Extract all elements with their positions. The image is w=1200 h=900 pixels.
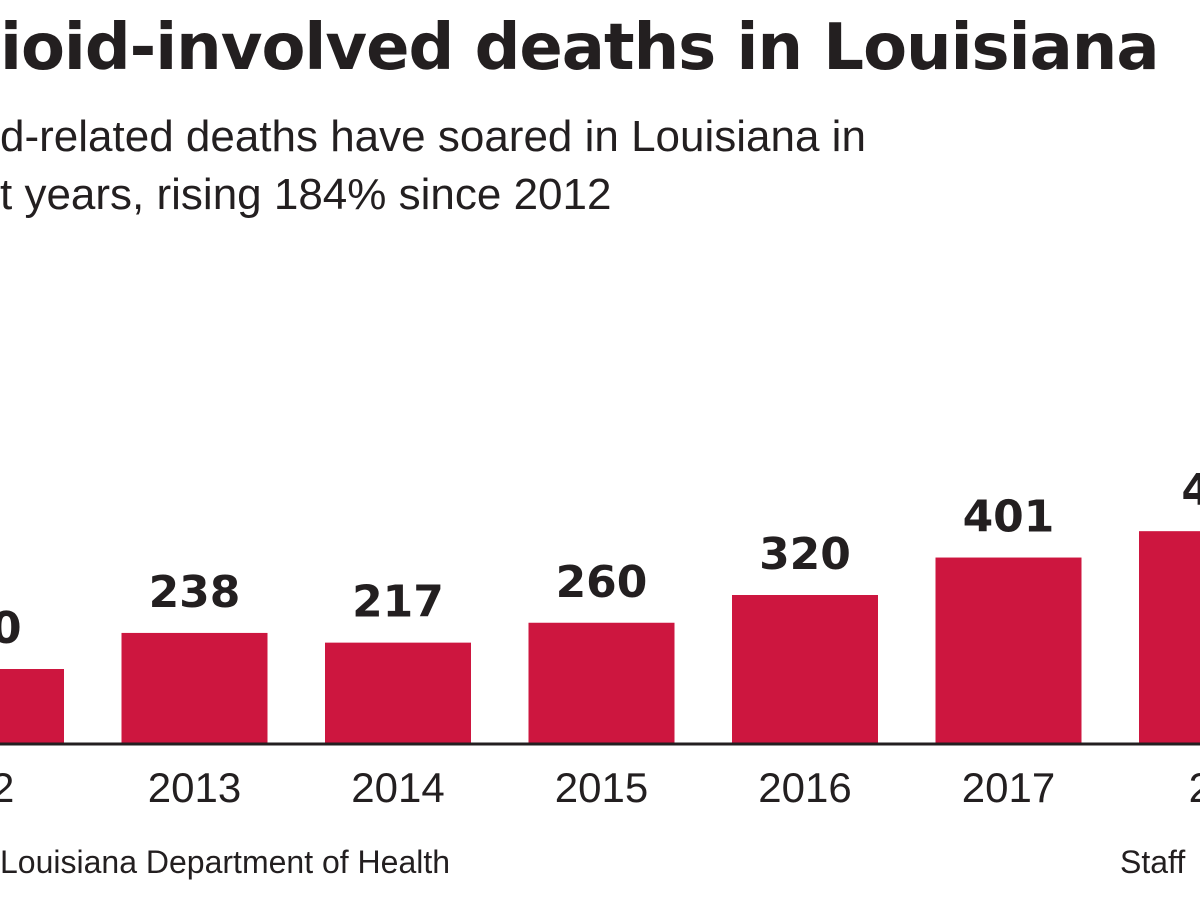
x-tick-20: 20 (1189, 764, 1200, 811)
x-tick-2017: 2017 (962, 764, 1055, 811)
bar-2015 (528, 622, 675, 743)
x-tick-2013: 2013 (148, 764, 241, 811)
value-label-2016: 320 (759, 529, 851, 580)
x-tick-12: 12 (0, 764, 14, 811)
subtitle-line-1: d-related deaths have soared in Louisian… (0, 112, 866, 161)
bars-group (0, 531, 1200, 743)
value-label-2014: 217 (352, 577, 444, 628)
bar-20 (1139, 531, 1200, 743)
bar-2017 (935, 557, 1082, 743)
staff-credit: Staff (1120, 844, 1186, 880)
bar-2014 (325, 642, 471, 743)
value-label-2013: 238 (149, 567, 241, 618)
value-label-12: 60 (0, 603, 22, 654)
bar-2013 (121, 632, 268, 743)
chart-title: ioid-involved deaths in Louisiana (0, 11, 1160, 85)
x-tick-2015: 2015 (555, 764, 648, 811)
source-note: Louisiana Department of Health (0, 844, 451, 880)
value-label-20: 45 (1181, 465, 1200, 516)
subtitle-line-2: t years, rising 184% since 2012 (0, 170, 612, 219)
bar-2016 (732, 595, 878, 743)
value-label-2015: 260 (556, 557, 648, 608)
value-labels-group: 60 238 217 260 320 401 45 (0, 465, 1200, 654)
x-tick-labels-group: 12 2013 2014 2015 2016 2017 20 (0, 764, 1200, 811)
value-label-2017: 401 (963, 492, 1055, 543)
bar-12 (0, 669, 64, 743)
x-tick-2016: 2016 (758, 764, 851, 811)
chart-subtitle: d-related deaths have soared in Louisian… (0, 108, 900, 224)
x-tick-2014: 2014 (351, 764, 444, 811)
